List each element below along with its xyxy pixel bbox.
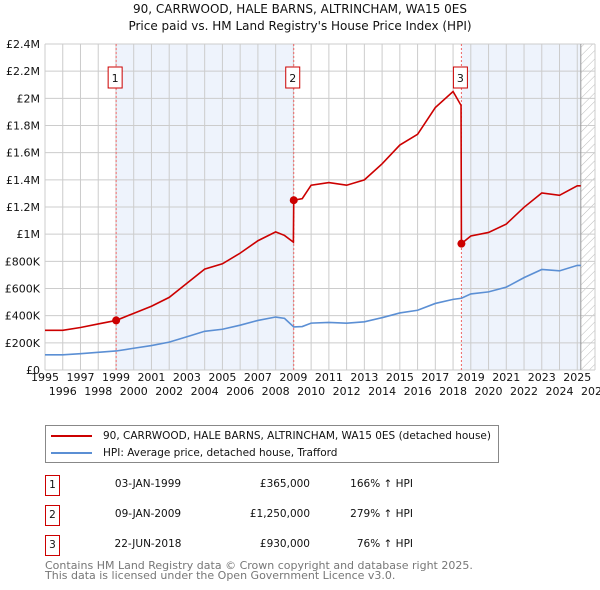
sale-hpi-change: 279% ↑ HPI bbox=[350, 508, 413, 520]
legend-item-property: 90, CARRWOOD, HALE BARNS, ALTRINCHAM, WA… bbox=[46, 428, 491, 444]
hpi-line-swatch bbox=[51, 452, 92, 454]
x-tick-label: 2011 bbox=[315, 371, 343, 384]
y-tick-label: £2.4M bbox=[6, 38, 40, 51]
x-tick-label: 2013 bbox=[350, 371, 378, 384]
y-tick-label: £0 bbox=[26, 364, 40, 377]
x-tick-label: 2023 bbox=[528, 371, 556, 384]
sale-point bbox=[457, 239, 466, 248]
sale-date: 22-JUN-2018 bbox=[114, 538, 182, 550]
sale-point bbox=[112, 316, 121, 325]
y-tick-label: £2.2M bbox=[6, 65, 40, 78]
x-tick-label: 2002 bbox=[155, 385, 183, 398]
x-tick-label: 2001 bbox=[137, 371, 165, 384]
footer-copyright: Contains HM Land Registry data © Crown c… bbox=[45, 559, 473, 572]
y-tick-label: £1.8M bbox=[6, 120, 40, 133]
x-tick-label: 2015 bbox=[386, 371, 414, 384]
y-tick-label: £1.2M bbox=[6, 201, 40, 214]
sale-price: £1,250,000 bbox=[249, 508, 310, 520]
sale-label-box bbox=[107, 66, 123, 89]
y-tick-label: £1.6M bbox=[6, 147, 40, 160]
x-tick-label: 2019 bbox=[457, 371, 485, 384]
x-tick-label: 2020 bbox=[475, 385, 503, 398]
legend: 90, CARRWOOD, HALE BARNS, ALTRINCHAM, WA… bbox=[45, 425, 499, 463]
legend-label-hpi: HPI: Average price, detached house, Traf… bbox=[103, 447, 338, 459]
legend-item-hpi: HPI: Average price, detached house, Traf… bbox=[46, 445, 337, 461]
sale-label-number: 1 bbox=[112, 72, 119, 85]
sale-date: 09-JAN-2009 bbox=[114, 508, 182, 520]
x-tick-label: 2000 bbox=[120, 385, 148, 398]
x-tick-label: 1996 bbox=[49, 385, 77, 398]
x-tick-label: 1998 bbox=[84, 385, 112, 398]
x-tick-label: 2025 bbox=[563, 371, 591, 384]
y-tick-label: £1.4M bbox=[6, 174, 40, 187]
sale-number-badge: 3 bbox=[45, 535, 60, 556]
sale-number-badge: 2 bbox=[45, 505, 60, 526]
property-series-line bbox=[45, 90, 581, 332]
sale-hpi-change: 76% ↑ HPI bbox=[356, 538, 413, 550]
sale-price: £365,000 bbox=[259, 478, 310, 490]
sale-label-number: 3 bbox=[457, 72, 464, 85]
sale-label-box bbox=[452, 66, 468, 89]
sale-date: 03-JAN-1999 bbox=[114, 478, 182, 490]
x-tick-label: 2021 bbox=[492, 371, 520, 384]
sale-label-box bbox=[285, 66, 301, 89]
property-line-swatch bbox=[51, 435, 92, 437]
x-tick-label: 2024 bbox=[546, 385, 574, 398]
legend-label-property: 90, CARRWOOD, HALE BARNS, ALTRINCHAM, WA… bbox=[103, 430, 491, 442]
hpi-series-line bbox=[45, 264, 581, 356]
x-tick-label: 2005 bbox=[208, 371, 236, 384]
sale-price: £930,000 bbox=[259, 538, 310, 550]
y-tick-label: £400K bbox=[5, 310, 41, 323]
chart-title: 90, CARRWOOD, HALE BARNS, ALTRINCHAM, WA… bbox=[133, 2, 467, 16]
sale-label-number: 2 bbox=[289, 72, 296, 85]
x-tick-label: 2012 bbox=[333, 385, 361, 398]
chart-plot: 1 2 31995199619971998199920002001200220032… bbox=[5, 38, 600, 398]
y-tick-label: £200K bbox=[5, 337, 41, 350]
y-tick-label: £600K bbox=[5, 283, 41, 296]
x-tick-label: 1999 bbox=[102, 371, 130, 384]
x-tick-label: 2022 bbox=[510, 385, 538, 398]
x-tick-label: 2004 bbox=[191, 385, 219, 398]
sale-hpi-change: 166% ↑ HPI bbox=[350, 478, 413, 490]
x-tick-label: 2014 bbox=[368, 385, 396, 398]
x-tick-label: 2018 bbox=[439, 385, 467, 398]
x-tick-label: 1997 bbox=[66, 371, 94, 384]
chart-subtitle: Price paid vs. HM Land Registry's House … bbox=[128, 19, 472, 33]
y-tick-label: £2M bbox=[17, 92, 41, 105]
x-tick-label: 2026 bbox=[581, 385, 600, 398]
footer-licence: This data is licensed under the Open Gov… bbox=[45, 569, 396, 582]
sale-point bbox=[289, 196, 298, 205]
x-tick-label: 2003 bbox=[173, 371, 201, 384]
x-tick-label: 2006 bbox=[226, 385, 254, 398]
sale-number-badge: 1 bbox=[45, 475, 60, 496]
y-tick-label: £800K bbox=[5, 255, 41, 268]
x-tick-label: 2007 bbox=[244, 371, 272, 384]
x-tick-label: 2008 bbox=[262, 385, 290, 398]
y-tick-label: £1M bbox=[17, 228, 41, 241]
x-tick-label: 1995 bbox=[31, 371, 59, 384]
x-tick-label: 2016 bbox=[404, 385, 432, 398]
x-tick-label: 2009 bbox=[279, 371, 307, 384]
x-tick-label: 2017 bbox=[421, 371, 449, 384]
x-tick-label: 2010 bbox=[297, 385, 325, 398]
